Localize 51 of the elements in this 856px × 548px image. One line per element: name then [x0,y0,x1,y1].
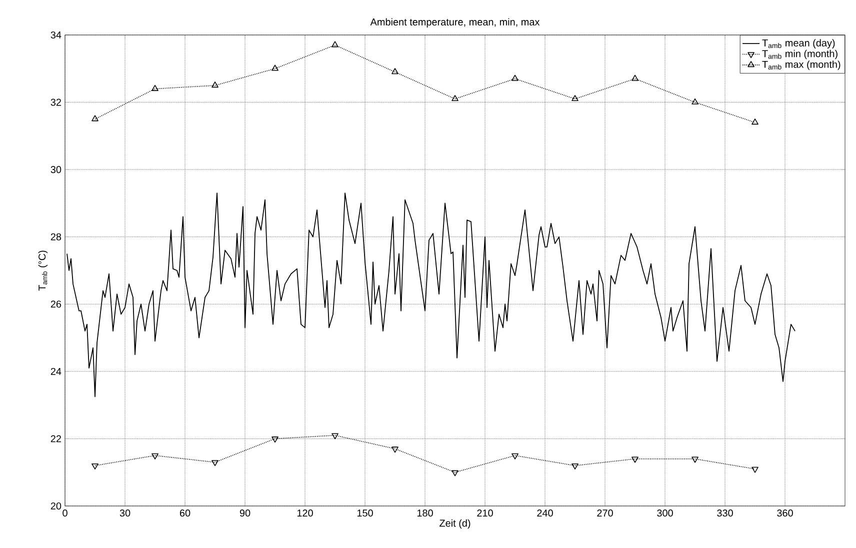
x-tick-label: 330 [717,510,733,517]
x-tick-label: 210 [477,510,493,517]
point [92,463,98,470]
point [212,460,218,466]
point [152,453,158,460]
point [752,118,758,125]
y-tick-label: 34 [50,31,62,39]
legend-label: T$_{amb}$ max (month) [762,60,840,70]
y-tick-label: 22 [50,435,61,442]
y-axis-title: T$_{amb}$ (°C) [38,250,48,291]
point [392,446,398,453]
point [512,453,518,460]
point [572,95,578,102]
point [212,82,218,88]
point [632,456,638,463]
y-tick-label: 24 [50,368,62,375]
x-tick-label: 360 [777,510,793,517]
x-tick-label: 120 [297,510,313,517]
x-tick-label: 150 [357,510,373,517]
x-tick-label: 270 [597,510,613,517]
y-tick-label: 28 [50,233,62,240]
legend-label: T$_{amb}$ mean (day) [762,39,835,48]
point [752,466,758,473]
y-tick-label: 20 [50,502,62,510]
point [392,68,398,74]
point [452,470,458,476]
chart-title: Ambient temperature, mean, min, max [370,18,540,28]
y-tick-label: 26 [50,300,62,308]
y-tick-label: 30 [50,166,62,174]
point [272,64,278,71]
y-tick-label: 32 [50,98,61,106]
x-tick-label: 300 [657,510,673,517]
legend-label: T$_{amb}$ min (month) [762,50,838,60]
point [572,463,578,470]
point [332,41,338,48]
x-tick-label: 180 [417,510,433,517]
point [152,84,158,91]
point [632,74,638,81]
x-tick-label: 60 [180,510,190,517]
point [272,436,278,443]
point [692,98,698,104]
x-tick-label: 240 [537,510,553,517]
point [512,74,518,81]
x-axis-title: Zeit (d) [440,519,470,529]
point [452,95,458,102]
point [692,456,698,463]
x-tick-label: 0 [62,510,68,517]
x-tick-label: 30 [120,510,130,517]
x-tick-label: 90 [240,510,250,517]
point [332,433,338,440]
point [92,115,98,122]
